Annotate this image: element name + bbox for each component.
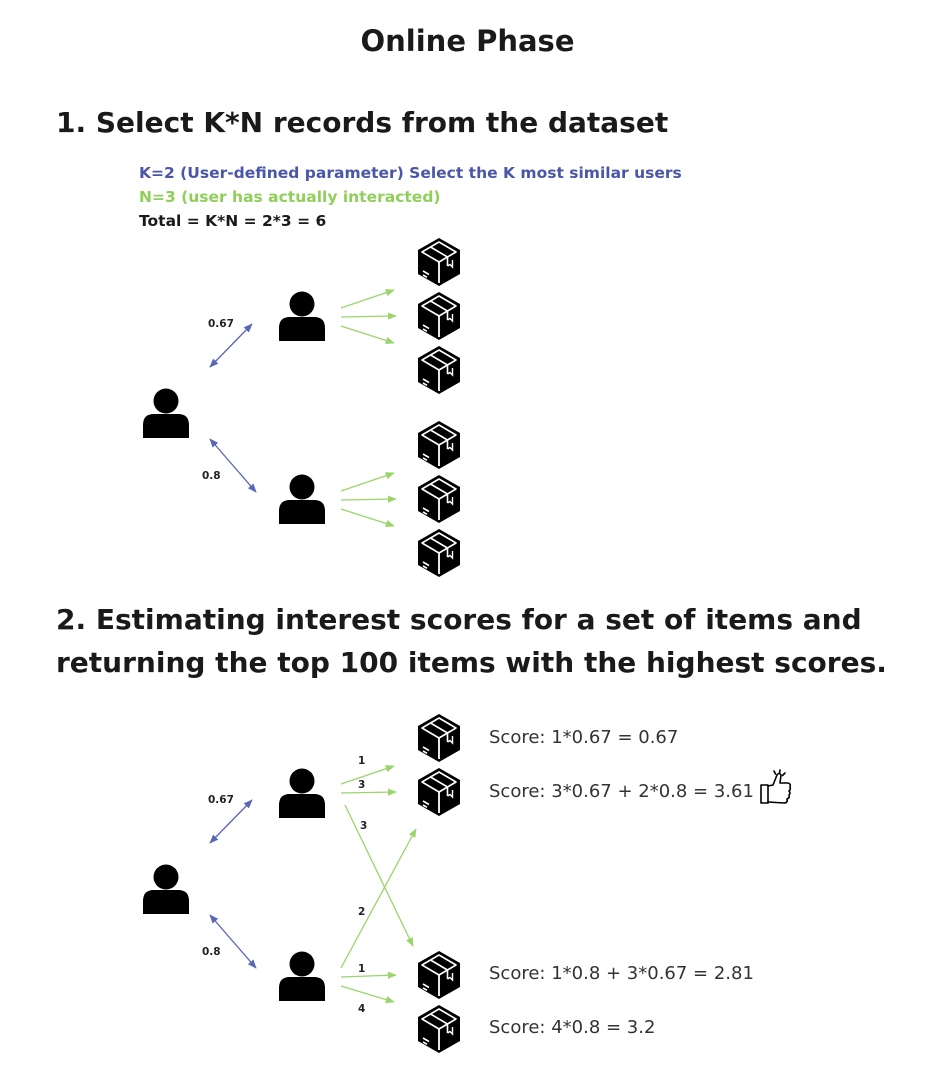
item-score-text: Score: 1*0.8 + 3*0.67 = 2.81 bbox=[489, 963, 754, 984]
similarity-arrow bbox=[209, 914, 257, 969]
interaction-arrow bbox=[340, 788, 397, 796]
similarity-arrow bbox=[209, 799, 253, 844]
section1-heading: 1. Select K*N records from the dataset bbox=[56, 106, 669, 139]
similarity-arrow bbox=[209, 438, 257, 493]
interaction-arrow bbox=[340, 971, 397, 979]
interaction-count-label: 2 bbox=[358, 906, 366, 918]
interaction-arrow bbox=[340, 325, 395, 344]
interaction-arrow bbox=[340, 508, 395, 527]
page-title: Online Phase bbox=[360, 24, 575, 58]
interaction-arrow bbox=[340, 289, 395, 309]
similar-user-icon bbox=[279, 951, 325, 1001]
item-box-icon bbox=[417, 291, 461, 341]
item-box-icon bbox=[417, 1004, 461, 1054]
item-score-text: Score: 4*0.8 = 3.2 bbox=[489, 1017, 656, 1038]
interaction-count-label: 3 bbox=[360, 820, 368, 832]
item-box-icon bbox=[417, 713, 461, 763]
item-box-icon bbox=[417, 420, 461, 470]
interaction-arrow bbox=[340, 312, 397, 320]
target-user-icon bbox=[143, 388, 189, 438]
item-box-icon bbox=[417, 237, 461, 287]
total-line: Total = K*N = 2*3 = 6 bbox=[139, 212, 327, 230]
section2-heading-line2: returning the top 100 items with the hig… bbox=[56, 646, 887, 679]
interaction-arrow bbox=[344, 804, 414, 947]
section2-heading-line1: 2. Estimating interest scores for a set … bbox=[56, 603, 862, 636]
interaction-count-label: 3 bbox=[358, 779, 366, 791]
similar-user-icon bbox=[279, 474, 325, 524]
similar-user-icon bbox=[279, 291, 325, 341]
interaction-arrow bbox=[340, 828, 417, 969]
interaction-arrow bbox=[340, 765, 395, 785]
item-score-text: Score: 1*0.67 = 0.67 bbox=[489, 727, 679, 748]
target-user-icon bbox=[143, 864, 189, 914]
k-parameter-line: K=2 (User-defined parameter) Select the … bbox=[139, 164, 682, 182]
item-box-icon bbox=[417, 528, 461, 578]
item-box-icon bbox=[417, 767, 461, 817]
item-box-icon bbox=[417, 345, 461, 395]
thumbs-up-icon bbox=[760, 769, 792, 804]
interaction-arrow bbox=[340, 472, 395, 492]
interaction-arrow bbox=[340, 985, 395, 1004]
item-box-icon bbox=[417, 474, 461, 524]
similarity-arrow bbox=[209, 323, 253, 368]
interaction-arrow bbox=[340, 495, 397, 503]
n-parameter-line: N=3 (user has actually interacted) bbox=[139, 188, 441, 206]
interaction-count-label: 1 bbox=[358, 963, 366, 975]
interaction-count-label: 4 bbox=[358, 1003, 366, 1015]
item-box-icon bbox=[417, 950, 461, 1000]
similar-user-icon bbox=[279, 768, 325, 818]
item-score-text: Score: 3*0.67 + 2*0.8 = 3.61 bbox=[489, 781, 754, 802]
interaction-count-label: 1 bbox=[358, 755, 366, 767]
